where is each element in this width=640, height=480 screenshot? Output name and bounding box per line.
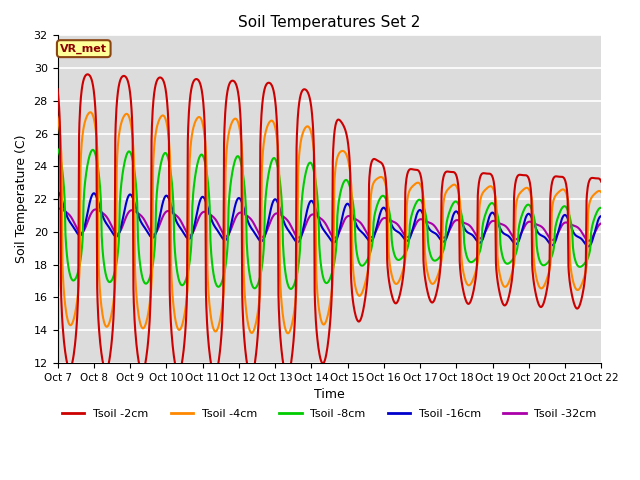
Tsoil -2cm (597, 179, 605, 185)
Tsoil -2cm (247, 373, 255, 379)
Tsoil -16cm (54, 189, 61, 195)
Tsoil -4cm (54, 114, 61, 120)
Tsoil -4cm (284, 330, 292, 336)
Tsoil -16cm (174, 221, 182, 227)
Tsoil -32cm (280, 215, 288, 220)
Tsoil -16cm (597, 213, 605, 219)
Tsoil -4cm (280, 323, 288, 328)
Tsoil -16cm (584, 243, 592, 249)
Line: Tsoil -4cm: Tsoil -4cm (58, 112, 601, 333)
Tsoil -8cm (267, 161, 275, 167)
Line: Tsoil -16cm: Tsoil -16cm (58, 192, 601, 246)
Tsoil -32cm (54, 206, 61, 212)
Tsoil -16cm (549, 242, 557, 248)
Tsoil -4cm (86, 109, 94, 115)
Tsoil -8cm (174, 271, 182, 277)
Tsoil -32cm (550, 237, 557, 243)
Tsoil -2cm (413, 167, 421, 173)
Tsoil -8cm (597, 205, 605, 211)
Tsoil -8cm (550, 248, 557, 253)
Tsoil -8cm (280, 258, 288, 264)
Tsoil -16cm (267, 206, 275, 212)
Tsoil -32cm (174, 214, 182, 220)
Tsoil -16cm (280, 219, 288, 225)
Tsoil -4cm (597, 190, 605, 195)
Tsoil -2cm (281, 369, 289, 375)
Tsoil -2cm (84, 72, 92, 77)
Tsoil -2cm (174, 370, 182, 376)
Tsoil -8cm (54, 146, 61, 152)
Tsoil -4cm (174, 326, 182, 332)
Tsoil -4cm (550, 197, 557, 203)
Tsoil -32cm (597, 220, 605, 226)
Y-axis label: Soil Temperature (C): Soil Temperature (C) (15, 135, 28, 264)
Tsoil -32cm (56, 206, 63, 212)
Tsoil -2cm (54, 86, 61, 92)
Tsoil -8cm (413, 199, 421, 204)
Tsoil -16cm (413, 212, 420, 218)
Tsoil -8cm (287, 286, 295, 292)
Legend: Tsoil -2cm, Tsoil -4cm, Tsoil -8cm, Tsoil -16cm, Tsoil -32cm: Tsoil -2cm, Tsoil -4cm, Tsoil -8cm, Tsoi… (58, 404, 601, 423)
Title: Soil Temperatures Set 2: Soil Temperatures Set 2 (238, 15, 420, 30)
Tsoil -8cm (502, 261, 510, 266)
Tsoil -2cm (503, 300, 511, 306)
X-axis label: Time: Time (314, 388, 345, 401)
Tsoil -16cm (502, 232, 510, 238)
Tsoil -4cm (503, 283, 511, 288)
Tsoil -4cm (268, 118, 275, 123)
Tsoil -32cm (268, 217, 275, 223)
Line: Tsoil -2cm: Tsoil -2cm (58, 74, 601, 376)
Tsoil -32cm (502, 224, 510, 230)
Line: Tsoil -32cm: Tsoil -32cm (58, 209, 601, 241)
Tsoil -4cm (413, 180, 421, 186)
Text: VR_met: VR_met (60, 44, 108, 54)
Tsoil -32cm (413, 219, 421, 225)
Tsoil -2cm (268, 82, 275, 88)
Tsoil -32cm (585, 238, 593, 244)
Line: Tsoil -8cm: Tsoil -8cm (58, 149, 601, 289)
Tsoil -2cm (550, 175, 557, 180)
